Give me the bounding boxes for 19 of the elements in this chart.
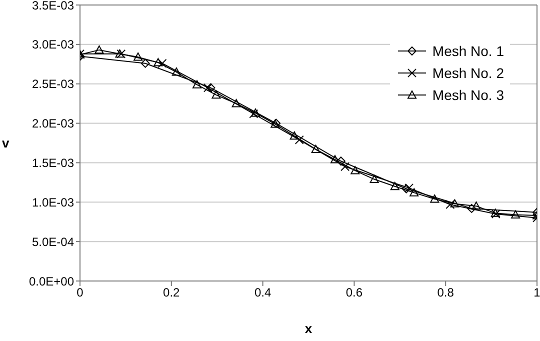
- y-tick-label: 1.5E-03: [32, 156, 74, 170]
- x-tick-label: 0.6: [346, 286, 363, 300]
- x-axis-title: x: [304, 321, 313, 336]
- legend-label: Mesh No. 2: [432, 64, 504, 83]
- y-tick-label: 2.5E-03: [32, 77, 74, 92]
- y-tick-label: 5.0E-04: [32, 234, 74, 249]
- y-tick-label: 3.0E-03: [32, 38, 74, 52]
- y-axis-title: v: [2, 136, 10, 151]
- x-tick-label: 0.8: [437, 286, 454, 300]
- y-tick-label: 2.0E-03: [32, 116, 74, 131]
- x-tick-label: 1: [534, 286, 540, 300]
- y-tick-label: 0.0E+00: [28, 274, 74, 288]
- x-tick-label: 0: [76, 286, 84, 300]
- y-tick-label: 3.5E-03: [32, 0, 74, 12]
- legend-label: Mesh No. 3: [432, 86, 504, 105]
- y-tick-label: 1.0E-03: [32, 195, 74, 210]
- x-tick-label: 0.4: [254, 286, 272, 300]
- x-tick-label: 0.2: [163, 286, 180, 300]
- legend-label: Mesh No. 1: [432, 42, 504, 61]
